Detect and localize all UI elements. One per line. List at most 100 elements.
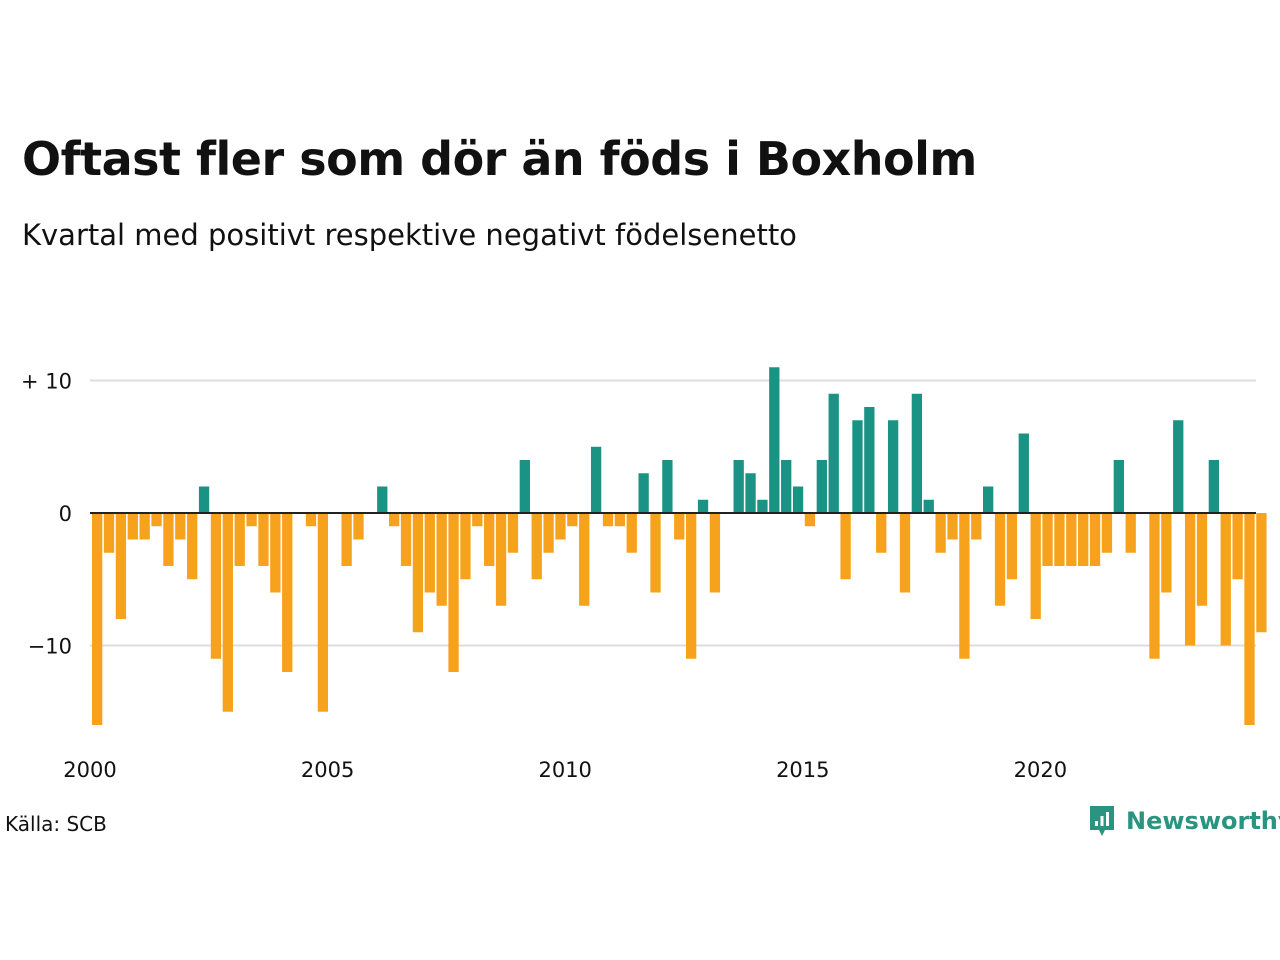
bar — [899, 513, 911, 593]
bars — [92, 367, 1267, 725]
bar — [317, 513, 329, 712]
bar — [1208, 460, 1220, 513]
bar — [151, 513, 162, 527]
bar — [282, 513, 293, 672]
y-tick-label: −10 — [28, 635, 72, 659]
bar — [804, 513, 816, 527]
bar — [341, 513, 352, 566]
bar — [1030, 513, 1041, 619]
bar — [436, 513, 447, 606]
bar — [590, 446, 602, 513]
bar — [1006, 513, 1018, 580]
bar — [816, 460, 827, 513]
bar — [567, 513, 578, 527]
y-tick-label: 0 — [59, 502, 72, 526]
bar — [484, 513, 495, 566]
bar — [400, 513, 412, 566]
bar — [115, 513, 127, 619]
bar — [305, 513, 317, 527]
bar — [1054, 513, 1065, 566]
bar — [531, 513, 542, 580]
bar — [1089, 513, 1101, 566]
bar — [1173, 420, 1184, 513]
bar — [709, 513, 721, 593]
bar — [947, 513, 958, 540]
bar — [389, 513, 400, 527]
bar — [412, 513, 424, 633]
bar — [1256, 513, 1267, 633]
bar — [923, 499, 934, 513]
bar — [1113, 460, 1124, 513]
bar — [270, 513, 281, 593]
newsworthy-logo-icon — [1090, 806, 1114, 836]
bar — [1078, 513, 1089, 566]
bar — [103, 513, 115, 553]
bar — [1196, 513, 1208, 606]
bar — [1149, 513, 1160, 659]
bar — [234, 513, 245, 566]
source-label: Källa: SCB — [5, 812, 107, 836]
bar — [650, 513, 661, 593]
bar — [448, 513, 459, 672]
bar — [994, 513, 1006, 606]
bar — [139, 513, 150, 540]
bar — [1232, 513, 1243, 580]
bar — [424, 513, 435, 593]
bar — [377, 486, 388, 513]
bar — [163, 513, 174, 566]
bar — [662, 460, 673, 513]
bar — [638, 473, 649, 513]
bar — [246, 513, 257, 527]
bar — [495, 513, 507, 606]
bar — [92, 513, 103, 725]
bar — [460, 513, 471, 580]
bar — [579, 513, 590, 606]
bar — [971, 513, 982, 540]
x-tick-label: 2010 — [538, 758, 591, 782]
bar — [507, 513, 519, 553]
bar — [543, 513, 554, 553]
newsworthy-logo[interactable]: Newsworthy — [1088, 804, 1280, 838]
bar — [353, 513, 364, 540]
bar — [258, 513, 269, 566]
bar — [1101, 513, 1113, 553]
bar — [745, 473, 756, 513]
bar — [1244, 513, 1255, 725]
bar — [602, 513, 614, 527]
bar — [127, 513, 138, 540]
bar — [626, 513, 637, 553]
bar — [983, 486, 994, 513]
bar — [911, 393, 923, 513]
bar — [1184, 513, 1196, 646]
bar — [614, 513, 626, 527]
x-tick-label: 2005 — [301, 758, 354, 782]
x-tick-label: 2015 — [776, 758, 829, 782]
bar — [792, 486, 804, 513]
bar — [840, 513, 851, 580]
bar — [175, 513, 186, 540]
bar — [210, 513, 222, 659]
bar — [769, 367, 780, 513]
bar — [674, 513, 685, 540]
bar — [864, 407, 875, 513]
axes: + 10 0 −10 2000 2005 2010 2015 2020 — [21, 370, 1256, 782]
bar — [686, 513, 697, 659]
bar — [1125, 513, 1136, 553]
bar — [1161, 513, 1172, 593]
x-tick-label: 2000 — [63, 758, 116, 782]
bar — [198, 486, 210, 513]
chart-subtitle: Kvartal med positivt respektive negativt… — [22, 218, 797, 252]
bar — [852, 420, 863, 513]
bar — [828, 393, 839, 513]
bar — [1018, 433, 1029, 513]
bar — [472, 513, 483, 527]
bar — [1066, 513, 1077, 566]
bar — [519, 460, 530, 513]
chart-title: Oftast fler som dör än föds i Boxholm — [22, 132, 977, 186]
bar — [959, 513, 970, 659]
bar — [733, 460, 744, 513]
bar — [935, 513, 946, 553]
brand-name: Newsworthy — [1126, 807, 1280, 835]
bar — [222, 513, 233, 712]
bar — [697, 499, 709, 513]
